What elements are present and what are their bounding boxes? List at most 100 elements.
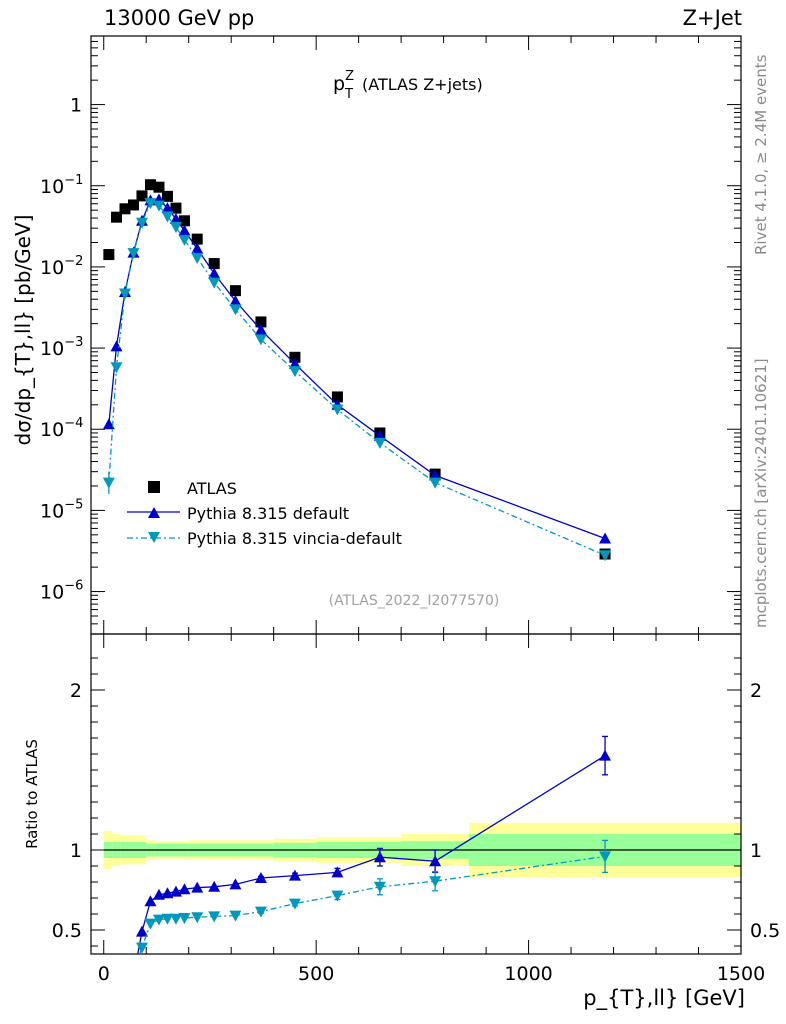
data-point bbox=[161, 211, 174, 223]
y-tick-label: 10−3 bbox=[40, 335, 83, 360]
data-point bbox=[103, 249, 115, 261]
legend: ATLAS Pythia 8.315 default Pythia 8.315 … bbox=[127, 479, 402, 548]
y-tick-label: 10−2 bbox=[40, 254, 83, 279]
data-point bbox=[127, 199, 139, 211]
plot-title: pZ T (ATLAS Z+jets) bbox=[333, 69, 483, 102]
ratio-point bbox=[331, 866, 344, 878]
header-process: 13000 GeV pp bbox=[104, 6, 255, 30]
x-tick-label: 0 bbox=[98, 963, 110, 985]
y-axis-label: dσ/dp_{T},ll} [pb/GeV] bbox=[11, 215, 35, 446]
legend-label-vincia: Pythia 8.315 vincia-default bbox=[187, 529, 402, 548]
data-point bbox=[331, 404, 344, 416]
ratio-point bbox=[169, 913, 182, 925]
ratio-point bbox=[135, 942, 148, 954]
data-point bbox=[110, 340, 123, 352]
ratio-y-tick-label-right: 1 bbox=[750, 840, 762, 862]
data-point bbox=[288, 366, 301, 378]
data-point bbox=[255, 316, 267, 328]
ratio-point bbox=[599, 851, 612, 863]
series-line-2 bbox=[108, 202, 606, 556]
x-tick-label: 500 bbox=[298, 963, 334, 985]
data-point bbox=[373, 437, 386, 449]
data-point bbox=[169, 222, 182, 234]
data-point bbox=[152, 200, 165, 212]
y-tick-label: 10−1 bbox=[40, 173, 83, 198]
ratio-point bbox=[429, 855, 442, 867]
ratio-point bbox=[373, 851, 386, 863]
ratio-point bbox=[229, 910, 242, 922]
ratio-point bbox=[135, 925, 148, 937]
data-point bbox=[102, 418, 115, 430]
ratio-y-tick-label: 0.5 bbox=[52, 920, 82, 942]
data-point bbox=[178, 234, 191, 246]
data-point bbox=[208, 267, 221, 279]
ratio-point bbox=[191, 881, 204, 893]
ratio-y-tick-label: 1 bbox=[70, 840, 82, 862]
data-point bbox=[135, 217, 148, 229]
ratio-point bbox=[429, 876, 442, 888]
data-point bbox=[110, 211, 122, 223]
data-point bbox=[599, 550, 612, 562]
ratio-point bbox=[288, 898, 301, 910]
ratio-point bbox=[254, 872, 267, 883]
ratio-line-1 bbox=[139, 855, 606, 955]
ratio-point bbox=[208, 880, 221, 892]
ratio-point bbox=[144, 918, 157, 930]
legend-label-default: Pythia 8.315 default bbox=[187, 504, 349, 523]
data-point bbox=[191, 242, 204, 254]
legend-label-atlas: ATLAS bbox=[187, 479, 237, 498]
data-point bbox=[119, 203, 131, 215]
ratio-point bbox=[599, 749, 612, 761]
data-point bbox=[229, 295, 242, 307]
data-point bbox=[110, 362, 123, 374]
y-tick-label: 10−4 bbox=[40, 416, 83, 441]
data-point bbox=[170, 202, 182, 214]
data-point bbox=[127, 248, 140, 260]
x-tick-label: 1500 bbox=[717, 963, 765, 985]
y-tick-label: 10−6 bbox=[40, 579, 83, 604]
data-point bbox=[191, 252, 204, 264]
data-point bbox=[161, 202, 174, 214]
data-point bbox=[208, 277, 221, 289]
ratio-point bbox=[152, 914, 165, 926]
ratio-point bbox=[331, 890, 344, 902]
ratio-point bbox=[152, 888, 165, 900]
data-point bbox=[208, 258, 220, 270]
data-point bbox=[229, 285, 241, 297]
data-point bbox=[178, 215, 190, 227]
data-point bbox=[118, 288, 131, 300]
data-point bbox=[169, 212, 182, 224]
ratio-point bbox=[254, 906, 267, 918]
series-line-1 bbox=[108, 198, 606, 540]
data-point bbox=[254, 323, 267, 335]
ratio-y-axis-label: Ratio to ATLAS bbox=[23, 739, 41, 849]
ratio-point bbox=[178, 883, 191, 895]
data-point bbox=[254, 334, 267, 346]
ratio-y-tick-label: 2 bbox=[70, 680, 82, 702]
x-tick-label: 1000 bbox=[504, 963, 552, 985]
data-point bbox=[161, 190, 173, 202]
data-point bbox=[178, 224, 191, 236]
header-analysis: Z+Jet bbox=[682, 6, 742, 30]
ratio-point bbox=[178, 913, 191, 924]
ratio-uncertainty-bands bbox=[103, 822, 741, 878]
data-point bbox=[289, 351, 301, 363]
legend-marker-atlas bbox=[148, 481, 160, 493]
data-point bbox=[191, 233, 203, 245]
ratio-y-tick-label-right: 0.5 bbox=[750, 920, 780, 942]
ratio-point bbox=[208, 911, 221, 923]
data-point bbox=[599, 532, 612, 544]
ratio-point bbox=[288, 869, 301, 881]
y-tick-label: 1 bbox=[70, 95, 82, 117]
data-point bbox=[229, 304, 242, 316]
ratio-point bbox=[373, 881, 386, 893]
data-point bbox=[288, 357, 301, 369]
legend-marker-default bbox=[148, 507, 160, 518]
data-point bbox=[153, 181, 165, 193]
data-point bbox=[429, 477, 442, 489]
ratio-point bbox=[229, 878, 242, 890]
data-point bbox=[144, 179, 156, 191]
ratio-plot-frame bbox=[90, 633, 742, 955]
ratio-point bbox=[191, 912, 204, 924]
ratio-point bbox=[144, 895, 157, 907]
